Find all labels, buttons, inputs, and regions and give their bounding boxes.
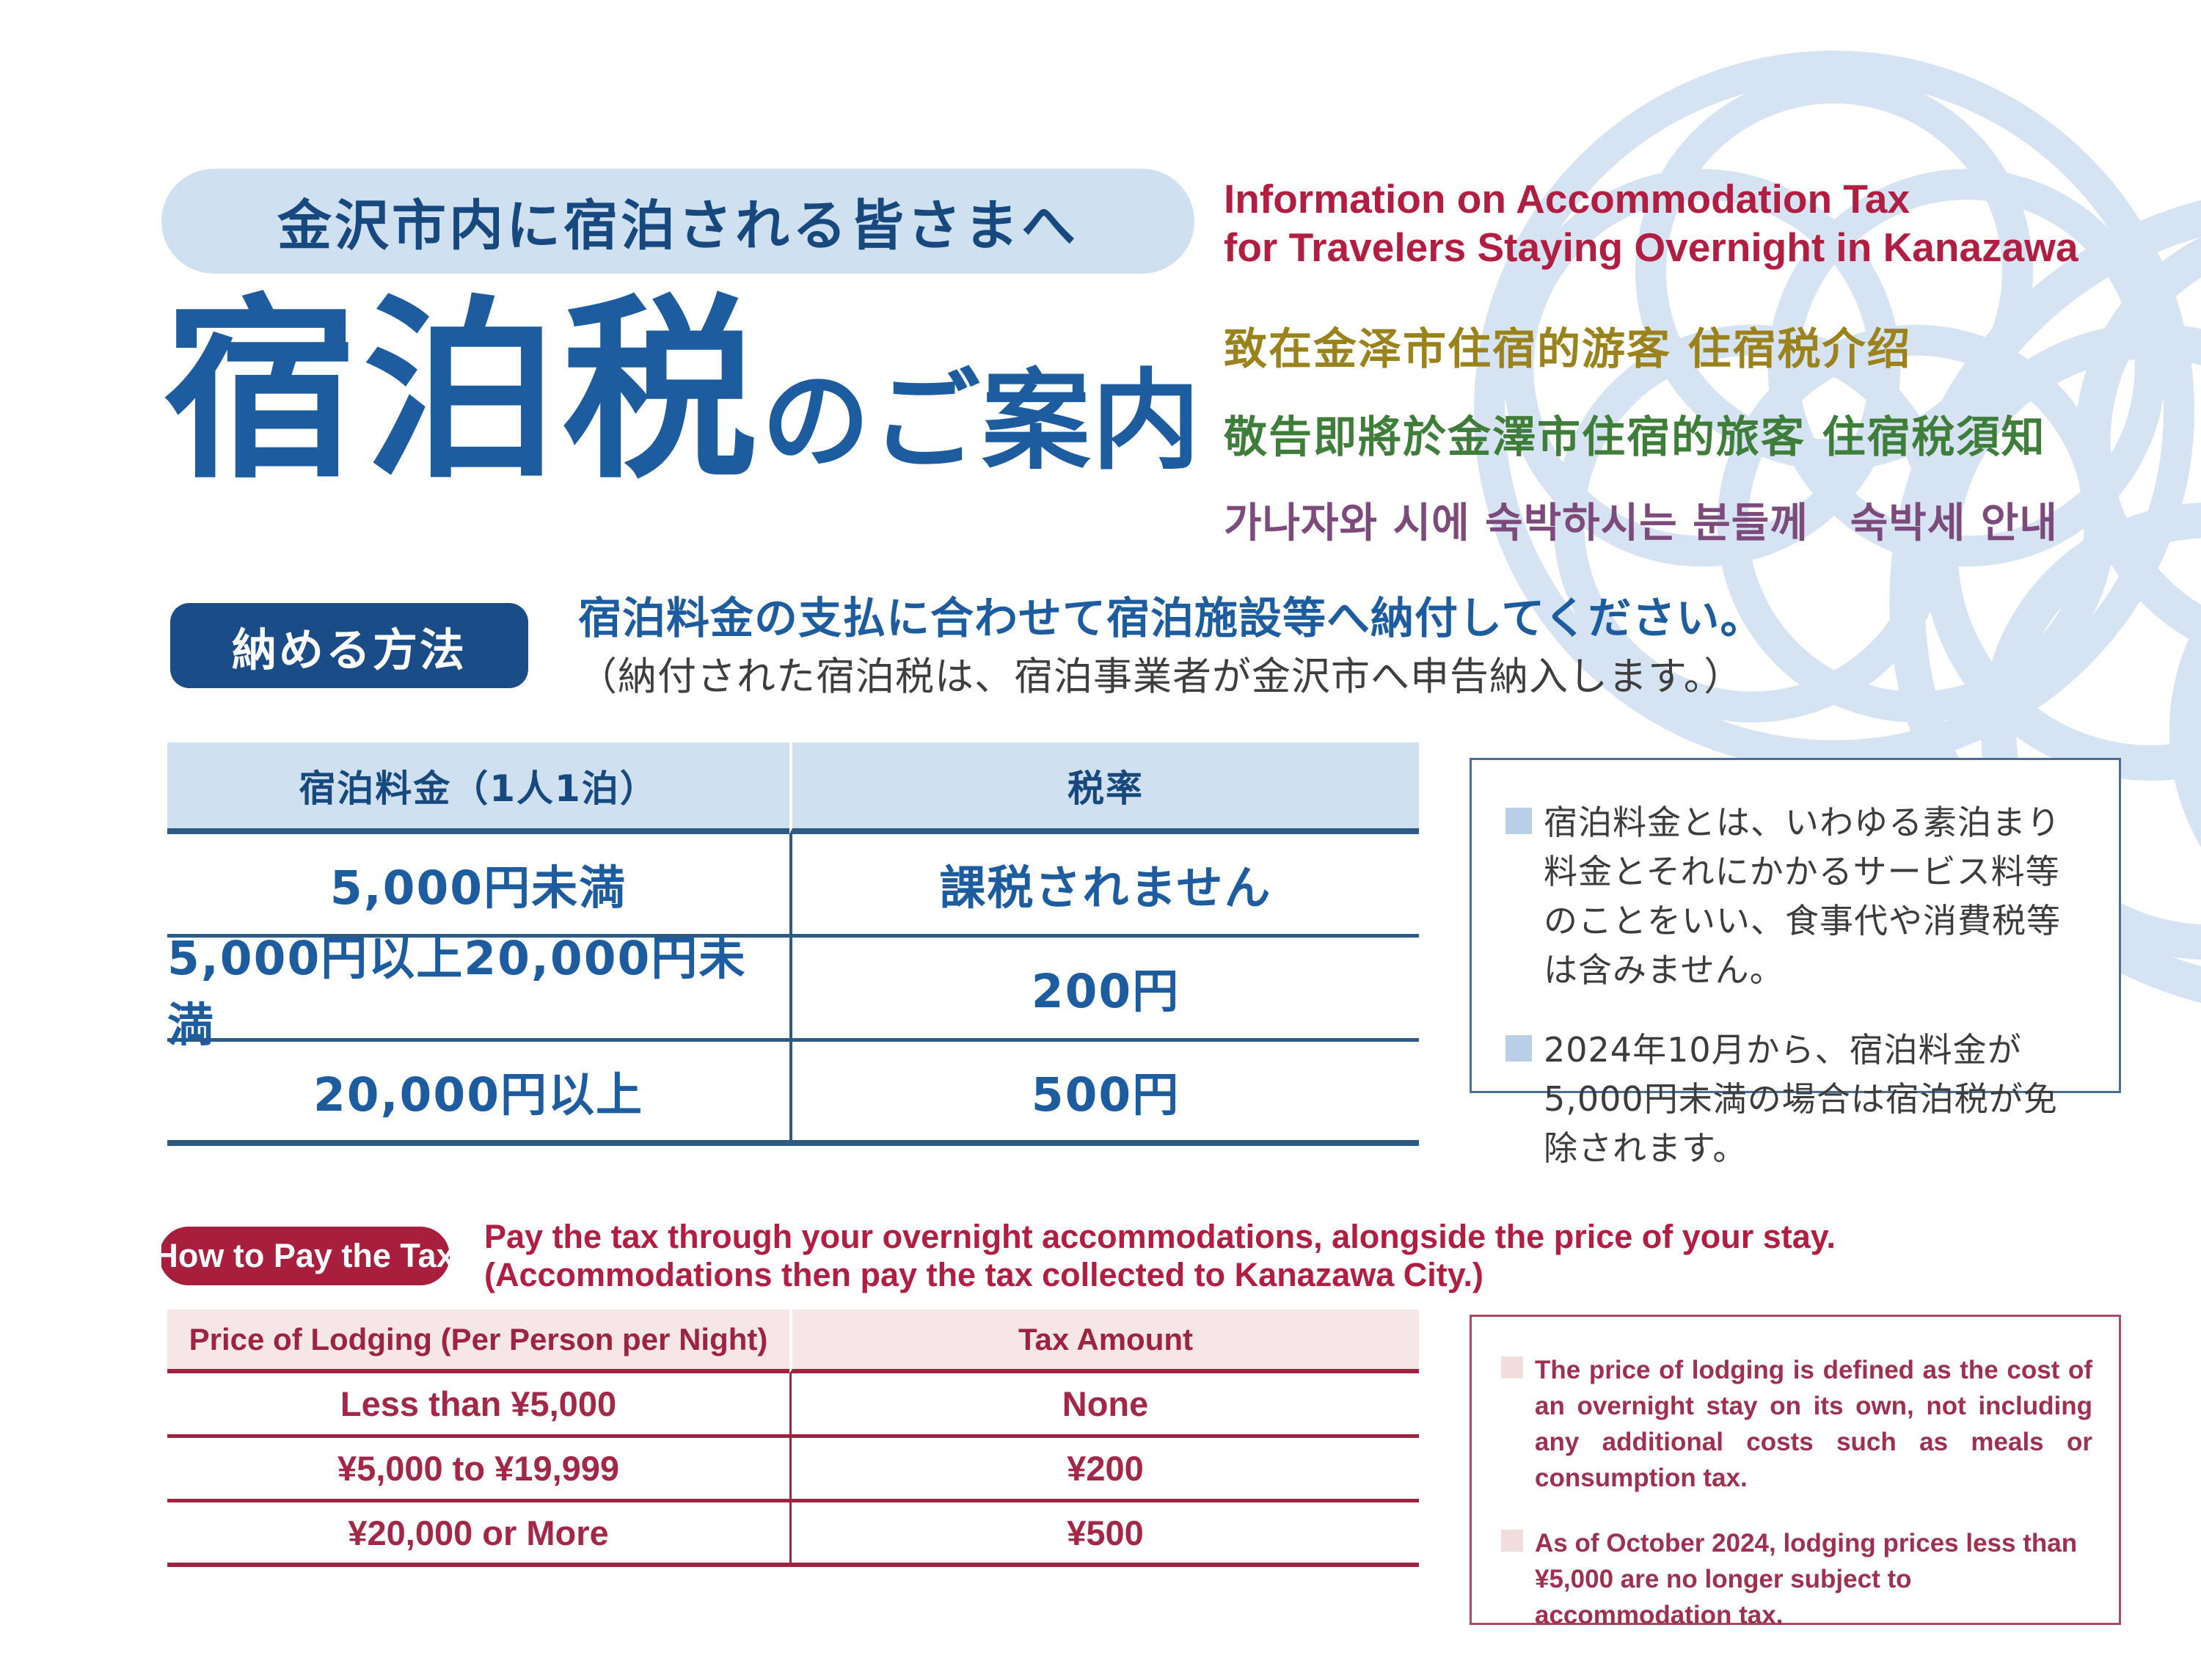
en-table-header-price: Price of Lodging (Per Person per Night): [167, 1310, 789, 1373]
en-table-cell-price: Less than ¥5,000: [167, 1373, 789, 1438]
jp-instruction-secondary: （納付された宿泊税は、宿泊事業者が金沢市へ申告納入します。）: [578, 654, 1744, 699]
en-table-cell-tax: ¥500: [789, 1502, 1419, 1567]
square-bullet-icon: [1501, 1530, 1523, 1552]
jp-table-cell-price: 5,000円以上20,000円未満: [167, 932, 789, 1052]
jp-note-text: 宿泊料金とは、いわゆる素泊まり料金とそれにかかるサービス料等のことをいい、食事代…: [1544, 803, 2061, 990]
heading-english: Information on Accommodation Tax for Tra…: [1224, 175, 2078, 271]
en-table-cell-price: ¥5,000 to ¥19,999: [167, 1438, 789, 1502]
square-bullet-icon: [1505, 1035, 1532, 1062]
en-table-cell-tax: None: [789, 1373, 1419, 1438]
square-bullet-icon: [1501, 1356, 1523, 1378]
en-method-badge: How to Pay the Tax: [154, 1227, 455, 1285]
en-table-cell-price: ¥20,000 or More: [167, 1502, 789, 1567]
en-table-cell-tax: ¥200: [789, 1438, 1419, 1502]
jp-note-item: 2024年10月から、宿泊料金が5,000円未満の場合は宿泊税が免除されます。: [1505, 1026, 2088, 1173]
heading-chinese-traditional: 敬告即將於金澤市住宿的旅客 住宿稅須知: [1224, 412, 2046, 462]
en-rate-table: Price of Lodging (Per Person per Night) …: [167, 1310, 1419, 1567]
en-table-header-tax: Tax Amount: [789, 1310, 1419, 1373]
jp-note-text: 2024年10月から、宿泊料金が5,000円未満の場合は宿泊税が免除されます。: [1544, 1030, 2058, 1168]
heading-korean: 가나자와 시에 숙박하시는 분들께 숙박세 안내: [1224, 500, 2058, 547]
jp-method-badge-label: 納める方法: [231, 624, 467, 676]
jp-table-cell-tax: 500円: [789, 1042, 1419, 1146]
en-instruction-primary: Pay the tax through your overnight accom…: [484, 1218, 1836, 1255]
jp-note-item: 宿泊料金とは、いわゆる素泊まり料金とそれにかかるサービス料等のことをいい、食事代…: [1505, 798, 2088, 995]
en-note-text: As of October 2024, lodging prices less …: [1535, 1529, 2078, 1629]
heading-english-line1: Information on Accommodation Tax: [1224, 176, 1910, 222]
heading-chinese-simplified: 致在金泽市住宿的游客 住宿税介绍: [1224, 324, 1912, 374]
en-notes-box: The price of lodging is defined as the c…: [1470, 1315, 2121, 1629]
jp-table-cell-price: 5,000円未満: [167, 834, 789, 938]
en-note-text: The price of lodging is defined as the c…: [1535, 1356, 2092, 1492]
en-instructions: Pay the tax through your overnight accom…: [484, 1218, 1836, 1294]
en-note-item: The price of lodging is defined as the c…: [1501, 1352, 2092, 1496]
jp-table-cell-price: 20,000円以上: [167, 1042, 789, 1146]
page-title-suffix: のご案内: [762, 357, 1202, 484]
jp-table-header-price: 宿泊料金（1人1泊）: [167, 742, 789, 834]
jp-method-badge: 納める方法: [170, 603, 528, 688]
jp-table-header-tax: 税率: [789, 742, 1419, 834]
jp-notes-box: 宿泊料金とは、いわゆる素泊まり料金とそれにかかるサービス料等のことをいい、食事代…: [1470, 758, 2121, 1168]
en-instruction-secondary: (Accommodations then pay the tax collect…: [484, 1256, 1483, 1293]
audience-pill-label: 金沢市内に宿泊される皆さまへ: [277, 194, 1078, 258]
jp-instruction-primary: 宿泊料金の支払に合わせて宿泊施設等へ納付してください。: [578, 593, 1764, 643]
jp-rate-table: 宿泊料金（1人1泊） 税率 5,000円未満 課税されません 5,000円以上2…: [167, 742, 1419, 1146]
jp-table-cell-tax: 課税されません: [789, 834, 1419, 938]
heading-english-line2: for Travelers Staying Overnight in Kanaz…: [1224, 224, 2078, 270]
page-title-main: 宿泊税: [163, 275, 762, 505]
jp-table-cell-tax: 200円: [789, 938, 1419, 1042]
en-method-badge-label: How to Pay the Tax: [154, 1237, 455, 1274]
audience-pill: 金沢市内に宿泊される皆さまへ: [161, 169, 1194, 274]
square-bullet-icon: [1505, 808, 1532, 834]
en-note-item: As of October 2024, lodging prices less …: [1501, 1525, 2092, 1633]
page-title: 宿泊税 のご案内: [163, 275, 1202, 505]
